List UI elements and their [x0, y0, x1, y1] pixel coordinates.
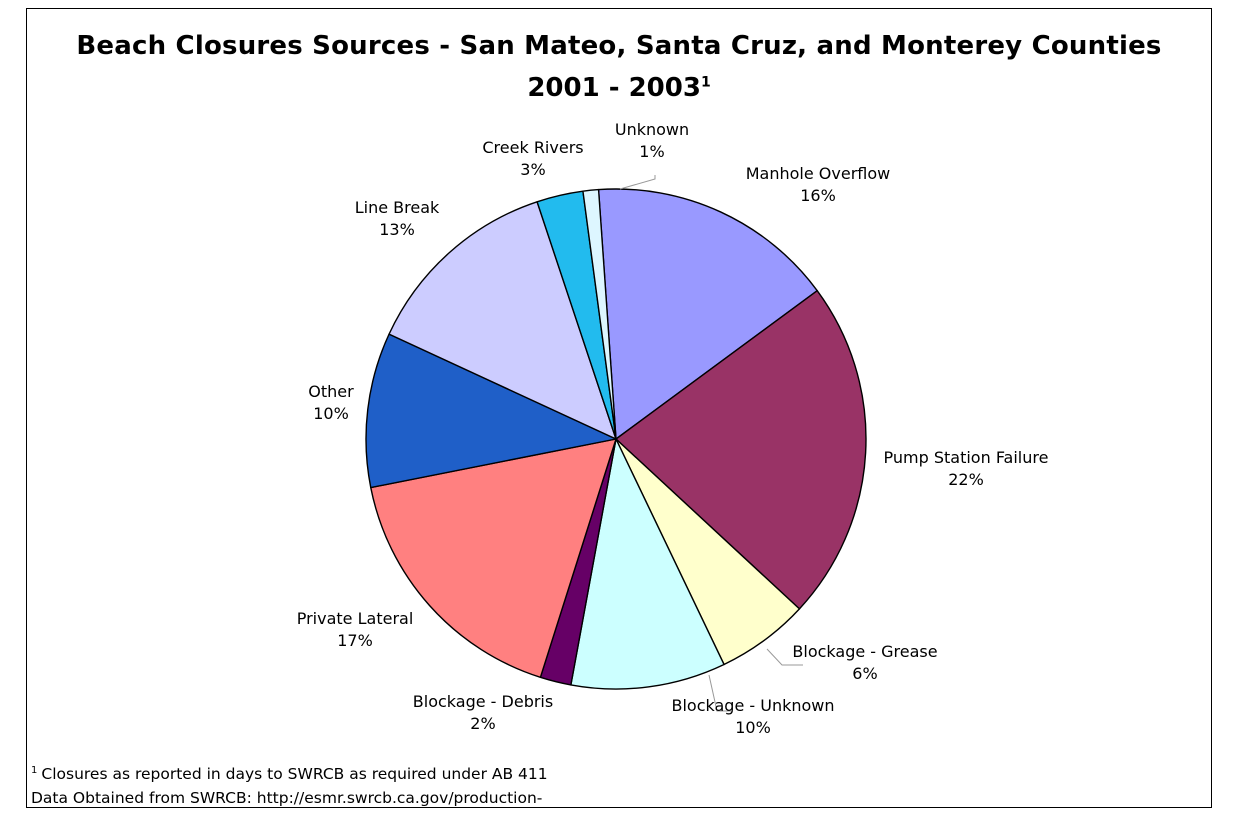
footnote-1-marker: 1 — [31, 764, 38, 776]
slice-value-other: 10% — [313, 404, 349, 423]
pie-slice-other — [365, 333, 617, 489]
pie-slice-private-lateral — [370, 438, 617, 678]
slice-label-manhole-overflow: Manhole Overflow — [746, 164, 891, 183]
chart-frame: Beach Closures Sources - San Mateo, Sant… — [26, 8, 1212, 808]
chart-title-text: Beach Closures Sources - San Mateo, Sant… — [76, 31, 1162, 61]
footnote-2-text: Data Obtained from SWRCB: http://esmr.sw… — [31, 789, 543, 807]
footnote-1-text: Closures as reported in days to SWRCB as… — [41, 765, 548, 783]
slice-value-unknown: 1% — [639, 142, 664, 161]
slice-value-creek-rivers: 3% — [520, 160, 545, 179]
slice-label-other: Other — [308, 382, 354, 401]
footnote-2: Data Obtained from SWRCB: http://esmr.sw… — [31, 789, 542, 807]
slice-label-blockage-debris: Blockage - Debris — [413, 692, 553, 711]
chart-title: Beach Closures Sources - San Mateo, Sant… — [27, 31, 1211, 61]
pie-slice-line-break — [388, 201, 617, 440]
pie-slice-blockage-unknown — [570, 438, 725, 690]
slice-value-pump-station-failure: 22% — [948, 470, 984, 489]
pie-slice-pump-station-failure — [615, 289, 867, 610]
pie-slice-manhole-overflow — [597, 188, 818, 440]
leader-line-blockage-unknown — [708, 674, 731, 712]
chart-subtitle-text: 2001 - 2003 — [527, 73, 701, 103]
pie-chart: Manhole Overflow 16% Pump Station Failure 2… — [297, 120, 1049, 737]
leader-line-unknown — [619, 175, 656, 190]
chart-subtitle: 2001 - 20031 — [27, 73, 1211, 103]
slice-label-private-lateral: Private Lateral — [297, 609, 414, 628]
slice-label-creek-rivers: Creek Rivers — [482, 138, 583, 157]
leader-line-blockage-grease — [766, 648, 803, 666]
slice-label-blockage-unknown: Blockage - Unknown — [671, 696, 834, 715]
slice-value-private-lateral: 17% — [337, 631, 373, 650]
slice-value-line-break: 13% — [379, 220, 415, 239]
slice-label-unknown: Unknown — [615, 120, 689, 139]
subtitle-footnote-marker: 1 — [700, 74, 711, 91]
slice-label-line-break: Line Break — [355, 198, 440, 217]
slice-value-manhole-overflow: 16% — [800, 186, 836, 205]
pie-slice-unknown — [582, 188, 617, 440]
footnote-1: 1 Closures as reported in days to SWRCB a… — [31, 765, 548, 783]
slice-value-blockage-unknown: 10% — [735, 718, 771, 737]
slice-label-blockage-grease: Blockage - Grease — [792, 642, 937, 661]
slice-value-blockage-debris: 2% — [470, 714, 495, 733]
slice-value-blockage-grease: 6% — [852, 664, 877, 683]
slice-label-pump-station-failure: Pump Station Failure — [884, 448, 1049, 467]
